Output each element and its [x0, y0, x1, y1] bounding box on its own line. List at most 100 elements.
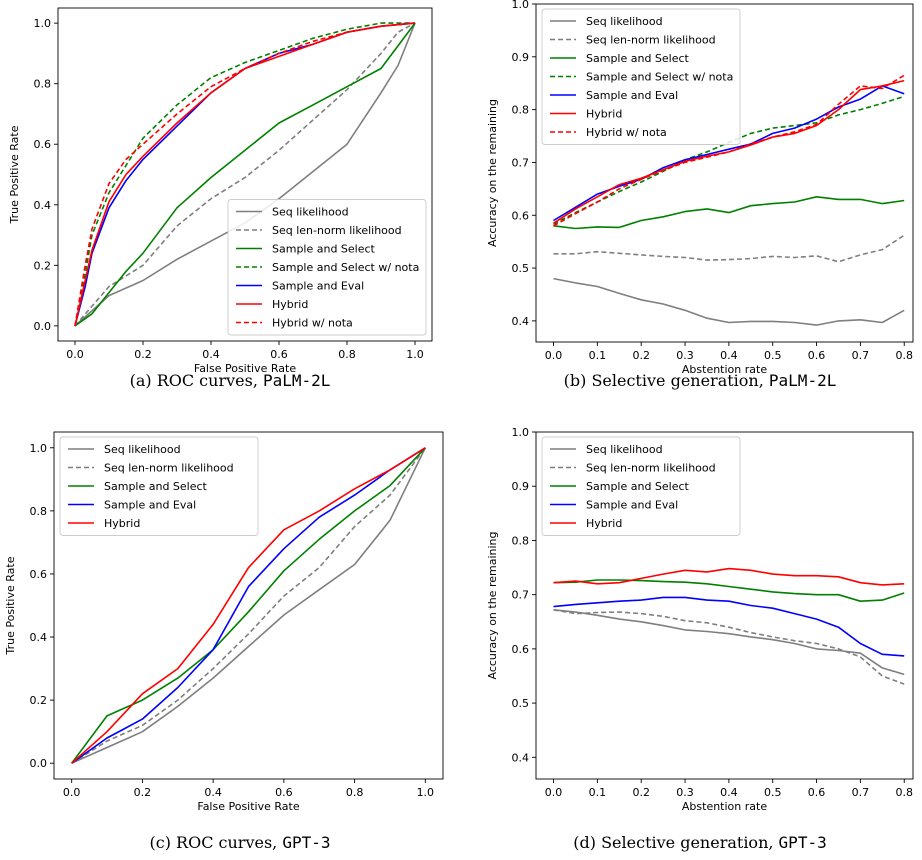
panel-caption: (d) Selective generation, GPT-3: [573, 833, 826, 852]
caption-text: (c) ROC curves,: [150, 833, 283, 852]
legend-label: Sample and Select: [272, 243, 376, 256]
x-axis-label: Abstention rate: [682, 363, 767, 376]
legend-label: Sample and Select: [586, 480, 690, 493]
legend-label: Hybrid w/ nota: [586, 126, 667, 139]
legend-label: Seq likelihood: [586, 15, 663, 28]
y-tick-label: 0.2: [30, 694, 48, 707]
x-tick-label: 0.3: [676, 786, 694, 799]
x-tick-label: 0.0: [545, 349, 563, 362]
series-line-3: [74, 22, 416, 327]
legend-label: Seq likelihood: [272, 206, 349, 219]
caption-model: PaLM-2L: [769, 371, 836, 390]
x-tick-label: 0.4: [720, 349, 738, 362]
x-tick-label: 0.2: [632, 349, 650, 362]
series-line-1: [553, 609, 905, 676]
x-axis-label: False Positive Rate: [194, 362, 296, 375]
axes-frame: [535, 431, 914, 780]
panel-d: 0.0 0.1 0.2 0.3 0.4 0.5 0.6 0.7 0.8 0.4 0.5 0.6 0.7 0…: [486, 426, 914, 852]
x-tick-label: 0.7: [852, 349, 870, 362]
series-line-7: [74, 22, 416, 327]
legend-label: Hybrid: [586, 108, 622, 121]
caption-text: (b) Selective generation,: [564, 371, 769, 390]
legend-box: [541, 436, 741, 536]
x-tick-label: 0.8: [338, 348, 356, 361]
series-line-4: [553, 596, 905, 657]
legend-box: [541, 8, 741, 145]
legend-label: Seq likelihood: [586, 443, 663, 456]
legend-label: Sample and Select: [586, 52, 690, 65]
x-tick-label: 0.2: [134, 786, 152, 799]
y-tick-label: 0.9: [512, 480, 530, 493]
x-tick-label: 0.5: [764, 786, 782, 799]
legend-label: Seq len-norm likelihood: [272, 224, 402, 237]
legend-label: Hybrid: [586, 517, 622, 530]
y-tick-label: 0.8: [30, 505, 48, 518]
x-tick-label: 0.8: [346, 786, 364, 799]
series-line-2: [71, 447, 426, 764]
x-tick-label: 0.5: [764, 349, 782, 362]
caption-model: GPT-3: [282, 833, 330, 852]
x-tick-label: 0.6: [270, 348, 288, 361]
y-tick-label: 0.4: [512, 315, 530, 328]
series-line-5: [71, 447, 426, 764]
y-tick-label: 0.6: [512, 643, 530, 656]
y-axis-label: Accuracy on the remaining: [486, 531, 499, 679]
series-line-2: [553, 234, 905, 263]
x-tick-label: 0.4: [720, 786, 738, 799]
legend-label: Seq len-norm likelihood: [586, 34, 716, 47]
panel-a: 0.0 0.2 0.4 0.6 0.8 1.0 0.0 0.2 0.4 0.6 0.8 1.0 Fals…: [8, 7, 433, 390]
x-tick-label: 0.7: [852, 786, 870, 799]
y-axis-label: True Positive Rate: [8, 125, 21, 224]
legend-label: Sample and Eval: [104, 499, 196, 512]
series-line-4: [74, 22, 415, 327]
plot-area: [71, 447, 427, 764]
y-tick-label: 1.0: [512, 426, 530, 439]
y-tick-label: 0.4: [512, 751, 530, 764]
y-tick-label: 0.5: [512, 262, 530, 275]
y-tick-label: 0.7: [512, 589, 530, 602]
series-line-1: [71, 447, 427, 764]
axes-frame: [57, 7, 433, 342]
legend-label: Sample and Eval: [586, 499, 678, 512]
y-tick-label: 1.0: [512, 0, 530, 11]
y-tick-label: 0.8: [512, 104, 530, 117]
legend-label: Hybrid: [104, 517, 140, 530]
legend: Seq likelihood Seq len-norm likelihood Sam…: [541, 8, 741, 145]
legend: Seq likelihood Seq len-norm likelihood Sam…: [541, 436, 741, 536]
x-tick-label: 0.2: [632, 786, 650, 799]
series-line-1: [553, 277, 905, 326]
panel-b: 0.0 0.1 0.2 0.3 0.4 0.5 0.6 0.7 0.8 0.4 0.5 0.6 0.7 0…: [486, 0, 914, 390]
legend-box: [59, 436, 259, 536]
y-tick-label: 0.0: [34, 320, 52, 333]
series-line-2: [74, 22, 416, 327]
legend-label: Sample and Select w/ nota: [272, 261, 419, 274]
legend: Seq likelihood Seq len-norm likelihood Sam…: [227, 199, 427, 336]
legend-label: Sample and Eval: [586, 89, 678, 102]
x-tick-label: 0.4: [204, 786, 222, 799]
y-tick-label: 0.5: [512, 697, 530, 710]
y-tick-label: 0.4: [30, 631, 48, 644]
series-line-5: [553, 567, 905, 586]
legend-label: Seq len-norm likelihood: [586, 462, 716, 475]
x-tick-label: 0.0: [63, 786, 81, 799]
plot-area: [553, 567, 905, 685]
series-line-6: [74, 22, 416, 327]
axes-frame: [53, 431, 444, 780]
y-tick-label: 0.6: [34, 138, 52, 151]
x-tick-label: 0.6: [275, 786, 293, 799]
y-tick-label: 0.0: [30, 757, 48, 770]
legend-label: Seq likelihood: [104, 443, 181, 456]
x-tick-label: 0.0: [66, 348, 84, 361]
panel-caption: (a) ROC curves, PaLM-2L: [130, 371, 331, 390]
series-line-7: [553, 74, 905, 227]
x-tick-label: 0.0: [545, 786, 563, 799]
x-tick-label: 0.6: [808, 786, 826, 799]
caption-model: PaLM-2L: [263, 371, 330, 390]
caption-text: (d) Selective generation,: [573, 833, 778, 852]
y-axis-label: True Positive Rate: [4, 556, 17, 655]
legend-label: Sample and Select: [104, 480, 208, 493]
x-axis-label: Abstention rate: [682, 800, 767, 813]
y-tick-label: 1.0: [34, 17, 52, 30]
legend-label: Sample and Eval: [272, 280, 364, 293]
x-tick-label: 0.8: [895, 349, 913, 362]
